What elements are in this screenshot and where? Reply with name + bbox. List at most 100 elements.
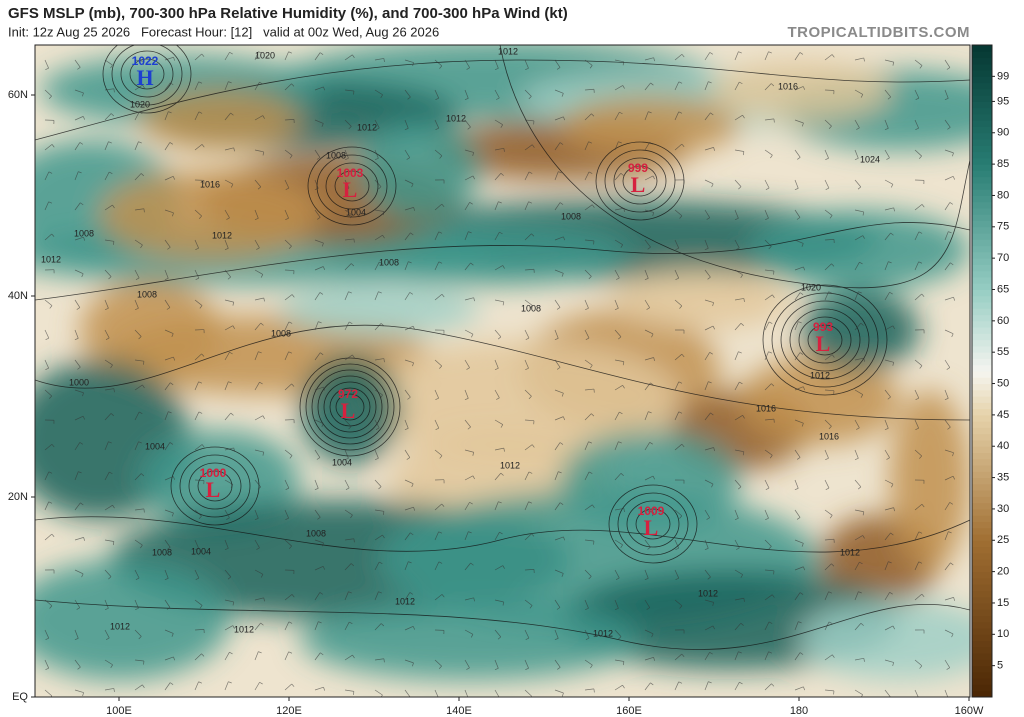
- wind-barb: [644, 411, 649, 421]
- colorbar-segment: [972, 502, 992, 510]
- wind-barb: [134, 269, 140, 279]
- wind-barb: [284, 149, 293, 156]
- wind-barb-flag: [620, 244, 624, 248]
- wind-barb: [794, 52, 801, 61]
- wind-barb-flag: [679, 305, 683, 309]
- isobar: [798, 316, 852, 364]
- wind-barb: [134, 329, 142, 337]
- wind-barb: [224, 509, 230, 518]
- wind-barb: [914, 419, 920, 429]
- wind-barb: [194, 599, 203, 606]
- wind-barb: [104, 88, 114, 91]
- wind-barb-flag: [739, 81, 743, 85]
- wind-barb-flag: [232, 302, 235, 306]
- wind-barb: [554, 389, 564, 394]
- wind-barb-flag: [588, 276, 592, 280]
- wind-barb: [74, 236, 84, 241]
- wind-barb: [104, 359, 113, 366]
- wind-barb-flag: [77, 366, 81, 370]
- wind-barb-flag: [142, 684, 145, 688]
- wind-barb: [554, 329, 559, 339]
- wind-barb-flag: [803, 386, 806, 391]
- wind-barb-flag: [738, 351, 742, 354]
- wind-barb-flag: [382, 234, 385, 239]
- wind-barb-flag: [561, 573, 564, 577]
- wind-barb-flag: [45, 337, 49, 340]
- wind-barb-flag: [383, 58, 385, 63]
- wind-barb: [104, 629, 110, 639]
- wind-barb-flag: [890, 532, 894, 536]
- wind-barb: [614, 172, 622, 181]
- wind-barb: [614, 359, 624, 362]
- wind-barb-flag: [831, 563, 835, 567]
- wind-barb-flag: [352, 654, 355, 659]
- wind-barb-flag: [378, 486, 382, 490]
- wind-barb: [164, 56, 174, 61]
- wind-barb-flag: [891, 483, 894, 488]
- wind-barb: [104, 59, 113, 66]
- pressure-value: 999: [628, 161, 648, 175]
- wind-barb: [734, 351, 739, 361]
- wind-barb: [74, 689, 84, 693]
- wind-barb-flag: [198, 681, 203, 684]
- isobar-label: 1012: [810, 370, 830, 380]
- wind-barb-flag: [559, 202, 564, 205]
- isobar: [311, 369, 389, 445]
- wind-barb: [134, 173, 142, 181]
- isobar: [335, 393, 365, 421]
- wind-barb: [284, 539, 292, 547]
- colorbar-segment: [972, 70, 992, 77]
- wind-barb-flag: [801, 243, 804, 247]
- wind-barb-flag: [232, 325, 235, 330]
- wind-barb-flag: [831, 354, 835, 358]
- wind-barb-flag: [858, 291, 862, 294]
- wind-barb: [704, 269, 711, 278]
- wind-barb: [884, 149, 890, 158]
- wind-barb: [254, 479, 261, 488]
- wind-barb-flag: [563, 416, 566, 421]
- wind-barb-flag: [675, 577, 679, 580]
- wind-barb: [254, 179, 262, 188]
- wind-barb: [584, 629, 590, 639]
- wind-barb: [584, 388, 594, 391]
- colorbar-segment: [972, 377, 992, 385]
- wind-barb: [404, 359, 414, 364]
- wind-barb-flag: [407, 697, 410, 699]
- wind-barb: [164, 442, 171, 451]
- wind-barb: [704, 81, 709, 91]
- wind-barb-flag: [78, 171, 82, 174]
- wind-barb: [554, 142, 561, 151]
- isobar-label: 1004: [346, 207, 366, 217]
- colorbar-segment: [972, 634, 992, 642]
- colorbar-segment: [972, 120, 992, 127]
- wind-barb-flag: [558, 471, 562, 474]
- wind-barb: [464, 202, 470, 211]
- wind-barb: [284, 449, 293, 456]
- wind-barb: [254, 382, 260, 391]
- wind-barb-flag: [316, 457, 321, 460]
- wind-barb-flag: [77, 67, 81, 70]
- wind-barb-flag: [375, 427, 380, 430]
- wind-barb: [584, 113, 592, 121]
- wind-barb: [854, 209, 864, 213]
- colorbar-segment: [972, 584, 992, 591]
- wind-barb-flag: [768, 651, 773, 654]
- wind-barb-flag: [352, 354, 355, 359]
- wind-barb-flag: [499, 531, 503, 535]
- wind-barb-flag: [951, 633, 954, 638]
- wind-barb: [734, 114, 743, 121]
- wind-barb: [374, 509, 384, 512]
- isobar: [35, 324, 970, 421]
- wind-barb: [674, 443, 683, 451]
- wind-barb-flag: [407, 96, 411, 100]
- wind-barb-flag: [195, 277, 200, 280]
- wind-barb: [704, 509, 710, 518]
- wind-barb-flag: [646, 607, 650, 610]
- wind-barb-flag: [410, 532, 414, 536]
- wind-barb-flag: [233, 447, 235, 452]
- wind-barb: [44, 89, 52, 97]
- wind-barb-flag: [198, 111, 203, 114]
- wind-barb: [704, 479, 714, 485]
- wind-barb: [524, 233, 532, 241]
- wind-barb-flag: [743, 298, 745, 303]
